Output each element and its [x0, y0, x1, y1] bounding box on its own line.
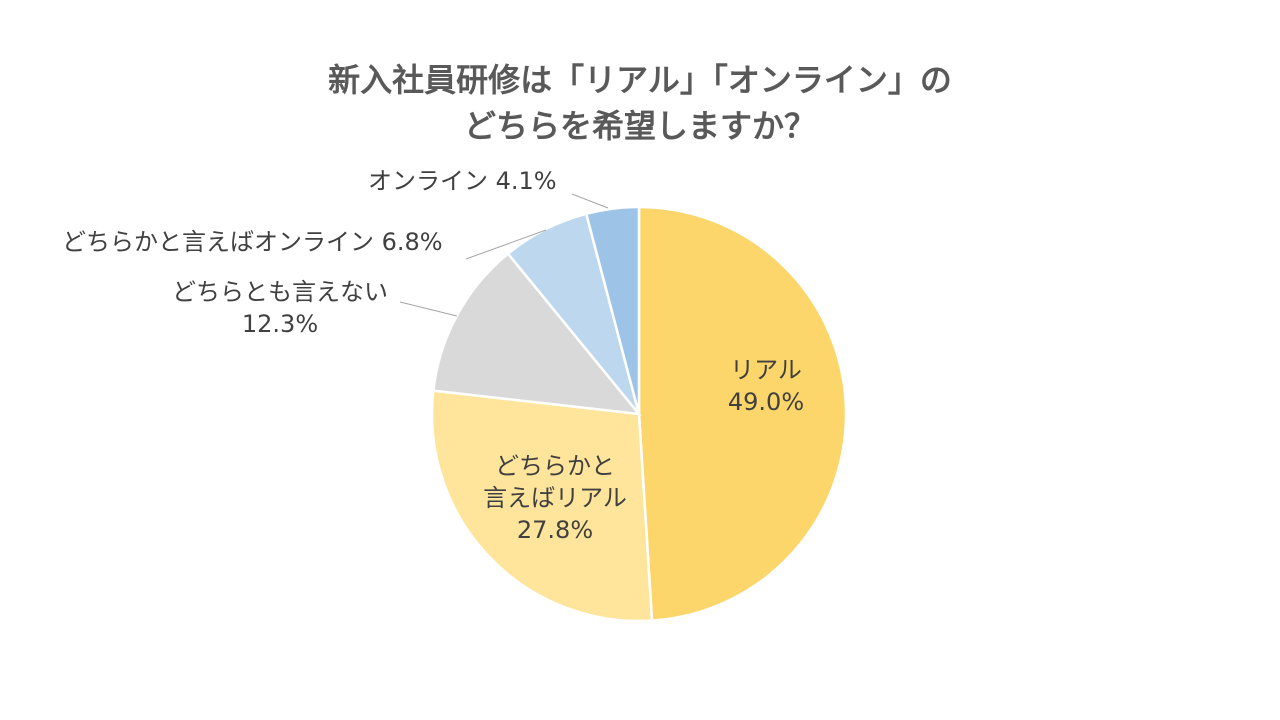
leader-line-somewhat-online — [465, 229, 547, 260]
slice-label: どちらかと言えばオンライン — [62, 228, 374, 256]
slice-label: 言えばリアル — [483, 484, 627, 512]
chart-title-line-2: どちらを希望しますか？ — [463, 107, 816, 145]
slice-value: 49.0% — [727, 388, 805, 416]
slice-label: リアル — [730, 356, 802, 384]
pie-slice-4 — [584, 205, 641, 415]
data-label-somewhat-real: どちらかと 言えばリアル 27.8% — [470, 450, 640, 546]
slice-label: どちらとも言えない — [172, 278, 388, 306]
slice-value: 27.8% — [516, 516, 594, 544]
chart-title-line-1: 新入社員研修は「リアル」「オンライン」の — [328, 61, 952, 99]
slice-value: 4.1% — [495, 167, 557, 195]
leader-line-online — [571, 193, 609, 209]
data-label-somewhat-online: どちらかと言えばオンライン 6.8% — [62, 226, 443, 258]
data-label-neutral: どちらとも言えない 12.3% — [150, 276, 410, 340]
slice-label: どちらかと — [495, 452, 615, 480]
pie-slice-0 — [637, 205, 848, 622]
slice-label: オンライン — [368, 167, 488, 195]
leader-line-neutral — [399, 301, 458, 317]
slice-value: 6.8% — [381, 228, 443, 256]
pie-slice-1 — [430, 389, 654, 623]
slice-value: 12.3% — [241, 310, 319, 338]
data-label-online: オンライン 4.1% — [368, 165, 557, 197]
data-label-real: リアル 49.0% — [716, 354, 816, 418]
pie-slice-2 — [431, 251, 642, 416]
